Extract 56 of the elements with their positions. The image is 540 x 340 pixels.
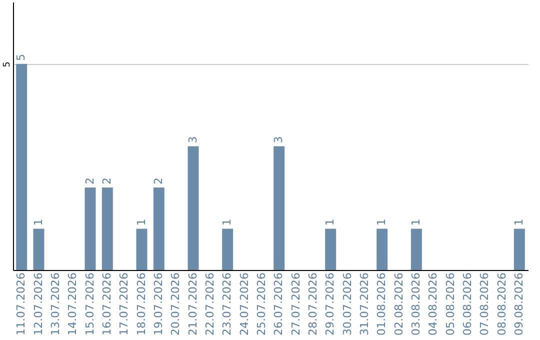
x-tick-label: 11.07.2026 [14,272,28,336]
bar [33,228,44,270]
x-tick-label: 19.07.2026 [152,272,165,336]
data-label: 1 [324,218,337,226]
data-label: 2 [83,178,96,185]
bar [102,188,113,270]
data-label: 5 [14,54,28,61]
x-tick-label: 13.07.2026 [48,272,62,336]
bar [222,228,234,270]
x-tick-label: 14.07.2026 [66,272,80,336]
bar [410,228,422,270]
x-tick-label: 28.07.2026 [306,272,320,336]
data-label: 2 [100,178,114,185]
x-tick-label: 24.07.2026 [238,272,251,336]
x-tick-label: 05.08.2026 [444,272,457,336]
x-tick-label: 06.08.2026 [460,272,474,336]
x-tick-label: 31.07.2026 [358,272,371,336]
data-label: 3 [272,136,286,144]
x-tick-label: 09.08.2026 [512,272,526,336]
x-tick-label: 01.08.2026 [375,272,388,336]
x-tick-label: 20.07.2026 [169,272,182,336]
x-tick-label: 23.07.2026 [220,272,234,336]
data-label: 1 [512,218,526,226]
x-tick-label: 16.07.2026 [100,272,114,336]
x-tick-label: 04.08.2026 [426,272,440,336]
bar [376,228,388,270]
bar [136,228,148,270]
data-label: 1 [409,218,422,226]
bar [514,228,525,270]
bar [84,188,96,270]
bar [188,146,199,270]
x-tick-label: 27.07.2026 [289,272,302,336]
bar [16,64,28,270]
data-label: 3 [186,136,200,144]
data-label: 1 [375,218,388,226]
data-label: 1 [32,218,45,226]
data-label: 2 [152,178,165,185]
x-tick-label: 03.08.2026 [409,272,422,336]
x-tick-label: 17.07.2026 [118,272,131,336]
x-tick-label: 29.07.2026 [324,272,337,336]
bar [153,188,164,270]
x-tick-label: 12.07.2026 [32,272,45,336]
x-tick-label: 07.08.2026 [478,272,492,336]
data-label: 1 [134,218,148,226]
bar [274,146,285,270]
bar [325,228,336,270]
data-label: 1 [220,218,234,226]
x-tick-label: 30.07.2026 [340,272,354,336]
x-tick-label: 25.07.2026 [254,272,268,336]
x-tick-label: 21.07.2026 [186,272,200,336]
x-tick-label: 26.07.2026 [272,272,286,336]
x-tick-label: 18.07.2026 [134,272,148,336]
x-tick-label: 15.07.2026 [83,272,96,336]
x-tick-label: 22.07.2026 [203,272,216,336]
x-tick-label: 08.08.2026 [495,272,508,336]
x-tick-label: 02.08.2026 [392,272,406,336]
